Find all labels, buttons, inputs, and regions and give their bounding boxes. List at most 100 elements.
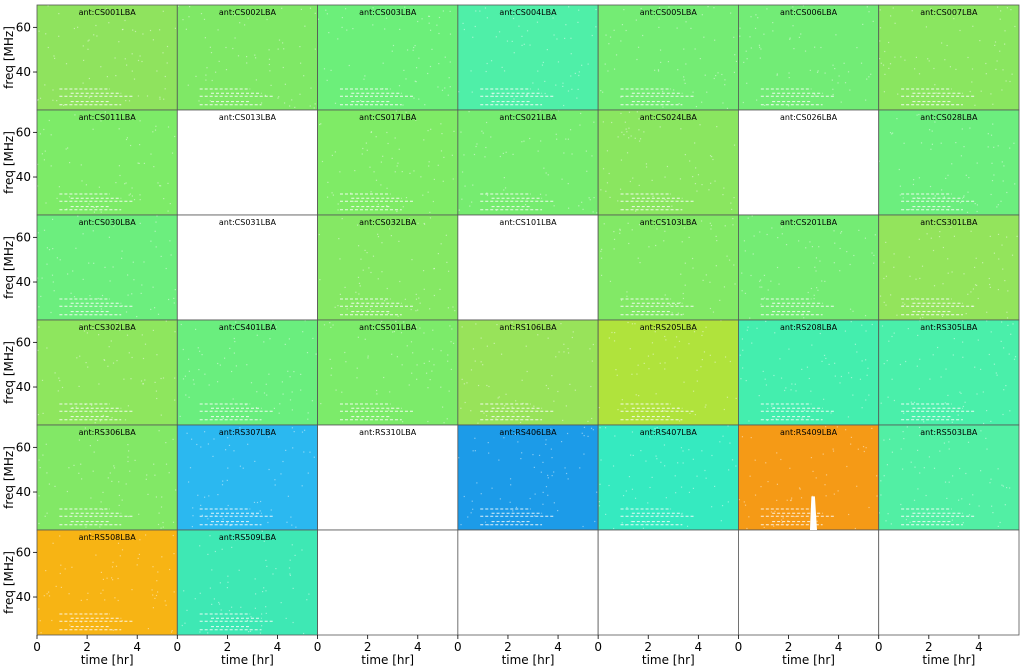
noise-speck — [985, 62, 987, 65]
noise-speck — [121, 250, 123, 252]
noise-speck — [429, 29, 432, 31]
noise-speck — [346, 308, 348, 310]
noise-speck — [909, 521, 911, 523]
panel-title: ant:RS208LBA — [780, 323, 838, 332]
noise-speck — [966, 211, 969, 213]
noise-speck — [330, 69, 332, 71]
noise-speck — [947, 272, 949, 274]
panel-31: ant:RS310LBA — [317, 424, 459, 531]
noise-speck — [652, 353, 654, 355]
noise-speck — [763, 526, 765, 528]
panel-background — [457, 530, 599, 635]
noise-speck — [591, 360, 593, 362]
noise-speck — [792, 25, 794, 27]
noise-speck — [404, 298, 406, 300]
noise-speck — [681, 513, 683, 515]
noise-speck — [484, 521, 487, 523]
noise-speck — [70, 292, 72, 294]
noise-speck — [311, 400, 313, 402]
noise-speck — [83, 59, 85, 61]
noise-speck — [441, 89, 444, 91]
noise-speck — [414, 80, 416, 82]
noise-speck — [791, 383, 793, 385]
noise-speck — [934, 195, 936, 197]
noise-speck — [136, 316, 138, 318]
noise-speck — [98, 334, 100, 336]
noise-speck — [339, 171, 341, 173]
noise-speck — [686, 525, 689, 527]
noise-speck — [733, 264, 735, 266]
noise-speck — [726, 107, 729, 109]
noise-speck — [890, 15, 892, 17]
noise-speck — [291, 524, 293, 526]
noise-speck — [602, 91, 604, 93]
noise-speck — [63, 104, 65, 106]
noise-speck — [1014, 183, 1016, 185]
noise-speck — [64, 568, 66, 570]
noise-speck — [608, 43, 610, 45]
noise-speck — [126, 137, 128, 139]
noise-speck — [287, 370, 289, 372]
noise-speck — [261, 432, 263, 434]
noise-speck — [972, 25, 974, 27]
noise-speck — [729, 442, 731, 444]
noise-speck — [956, 430, 958, 432]
noise-speck — [624, 121, 626, 123]
noise-speck — [275, 568, 277, 570]
noise-speck — [599, 427, 601, 429]
noise-speck — [300, 8, 302, 10]
noise-speck — [682, 313, 684, 315]
noise-speck — [403, 69, 405, 71]
noise-speck — [909, 208, 911, 211]
panel-title: ant:CS201LBA — [780, 218, 838, 227]
noise-speck — [115, 182, 117, 184]
noise-speck — [547, 337, 549, 339]
noise-speck — [671, 312, 673, 314]
noise-speck — [759, 57, 761, 59]
noise-speck — [980, 470, 982, 472]
noise-speck — [256, 391, 258, 393]
noise-speck — [501, 66, 503, 68]
noise-speck — [992, 123, 994, 125]
noise-speck — [1003, 347, 1005, 349]
noise-speck — [750, 47, 752, 49]
noise-speck — [417, 309, 419, 311]
panel-background — [457, 320, 599, 425]
noise-speck — [960, 392, 962, 394]
noise-speck — [254, 593, 257, 595]
panel-background — [598, 320, 739, 425]
noise-speck — [234, 539, 237, 541]
noise-speck — [486, 17, 488, 19]
panel-20: ant:CS201LBA — [738, 214, 880, 321]
noise-speck — [254, 54, 256, 56]
panel-title: ant:CS024LBA — [640, 113, 698, 122]
noise-speck — [589, 348, 591, 350]
noise-speck — [106, 76, 108, 78]
noise-speck — [636, 58, 638, 61]
noise-speck — [292, 447, 294, 449]
noise-speck — [635, 210, 637, 212]
noise-speck — [689, 412, 691, 414]
noise-speck — [812, 470, 814, 472]
noise-speck — [235, 321, 237, 323]
noise-speck — [79, 355, 81, 357]
noise-speck — [261, 530, 263, 532]
noise-speck — [138, 513, 140, 515]
noise-speck — [615, 54, 618, 56]
noise-speck — [213, 438, 215, 440]
noise-speck — [743, 501, 745, 503]
noise-speck — [832, 448, 834, 450]
x-tick-label: 0 — [594, 640, 602, 654]
noise-speck — [45, 202, 47, 204]
noise-speck — [545, 443, 547, 445]
noise-speck — [131, 195, 133, 197]
noise-speck — [100, 571, 102, 573]
noise-speck — [682, 297, 685, 300]
noise-speck — [634, 323, 636, 325]
noise-speck — [102, 508, 104, 511]
noise-speck — [183, 590, 185, 592]
noise-speck — [811, 495, 814, 497]
noise-speck — [195, 75, 197, 77]
noise-speck — [103, 218, 105, 220]
noise-speck — [899, 363, 902, 366]
